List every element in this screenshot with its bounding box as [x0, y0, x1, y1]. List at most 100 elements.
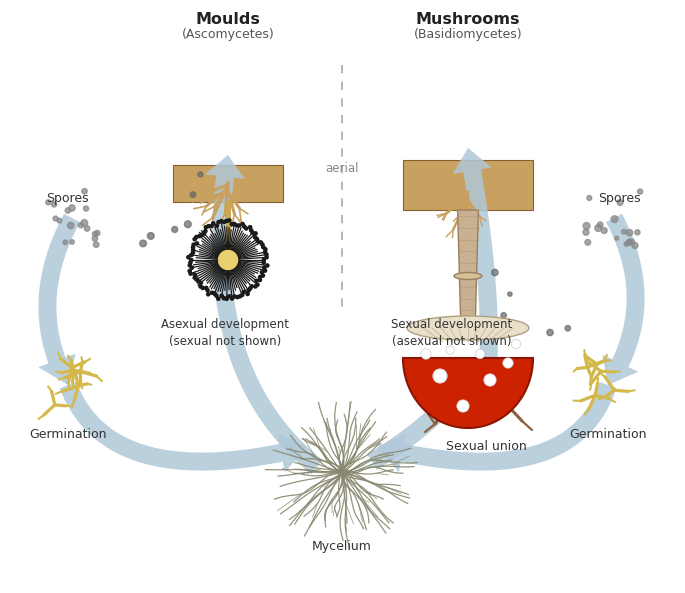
Text: Germination: Germination — [29, 428, 107, 441]
Text: Moulds: Moulds — [195, 12, 260, 27]
Circle shape — [617, 200, 623, 205]
Circle shape — [63, 240, 68, 244]
Circle shape — [191, 251, 195, 254]
Circle shape — [193, 238, 196, 241]
Text: Sexual union: Sexual union — [446, 440, 526, 453]
Circle shape — [614, 236, 619, 240]
Circle shape — [622, 229, 627, 234]
Circle shape — [220, 294, 223, 298]
Circle shape — [84, 206, 88, 211]
Circle shape — [241, 222, 244, 225]
Circle shape — [256, 283, 259, 286]
Circle shape — [433, 369, 447, 383]
Text: Asexual development
(sexual not shown): Asexual development (sexual not shown) — [161, 318, 289, 348]
Circle shape — [240, 294, 244, 296]
Circle shape — [203, 232, 206, 235]
Text: (Ascomycetes): (Ascomycetes) — [182, 28, 275, 41]
Circle shape — [223, 221, 225, 224]
Circle shape — [193, 273, 197, 276]
Circle shape — [251, 231, 254, 234]
Circle shape — [249, 229, 253, 232]
Circle shape — [204, 229, 207, 232]
Circle shape — [213, 292, 216, 295]
Circle shape — [187, 256, 190, 259]
Circle shape — [457, 400, 469, 412]
Circle shape — [198, 234, 201, 238]
Circle shape — [253, 235, 257, 239]
Circle shape — [238, 224, 241, 227]
Circle shape — [511, 339, 521, 349]
Circle shape — [547, 329, 553, 336]
Circle shape — [261, 243, 264, 246]
Circle shape — [264, 248, 267, 251]
Circle shape — [601, 228, 607, 234]
Circle shape — [215, 224, 219, 227]
Circle shape — [190, 192, 196, 197]
Circle shape — [235, 224, 238, 227]
Circle shape — [223, 296, 225, 300]
Circle shape — [230, 222, 234, 226]
Circle shape — [217, 221, 220, 224]
Circle shape — [191, 246, 195, 249]
Polygon shape — [470, 410, 486, 425]
Circle shape — [212, 222, 215, 225]
Circle shape — [262, 261, 265, 264]
Circle shape — [193, 276, 197, 279]
Polygon shape — [453, 148, 498, 415]
Circle shape — [260, 271, 264, 274]
Circle shape — [217, 249, 239, 271]
Text: (Basidiomycetes): (Basidiomycetes) — [414, 28, 522, 41]
Circle shape — [215, 294, 218, 297]
Polygon shape — [60, 382, 307, 472]
Circle shape — [629, 239, 634, 245]
Circle shape — [585, 240, 590, 246]
Circle shape — [583, 229, 589, 235]
Circle shape — [184, 221, 191, 228]
Text: Sexual development
(asexual not shown): Sexual development (asexual not shown) — [391, 318, 512, 348]
Circle shape — [188, 269, 191, 273]
Circle shape — [587, 196, 592, 200]
Circle shape — [249, 225, 251, 229]
Circle shape — [197, 280, 200, 283]
Circle shape — [484, 374, 496, 386]
Circle shape — [265, 256, 268, 259]
Text: Spores: Spores — [46, 192, 88, 205]
Circle shape — [199, 281, 203, 284]
Circle shape — [242, 291, 245, 294]
Circle shape — [207, 293, 210, 296]
Circle shape — [246, 292, 249, 295]
Circle shape — [82, 189, 87, 194]
Polygon shape — [403, 160, 533, 210]
Text: Germination: Germination — [569, 428, 647, 441]
Circle shape — [254, 232, 257, 235]
Circle shape — [258, 278, 262, 282]
Circle shape — [190, 259, 193, 262]
Circle shape — [250, 285, 253, 288]
Circle shape — [84, 226, 90, 231]
Circle shape — [190, 266, 193, 269]
Circle shape — [205, 286, 208, 289]
Circle shape — [260, 241, 262, 244]
Circle shape — [198, 172, 203, 177]
Circle shape — [228, 219, 231, 222]
Circle shape — [70, 240, 74, 244]
Circle shape — [68, 222, 74, 229]
Circle shape — [57, 218, 62, 223]
Circle shape — [262, 246, 265, 248]
Text: Mushrooms: Mushrooms — [416, 12, 520, 27]
Circle shape — [624, 242, 629, 246]
Circle shape — [140, 240, 147, 247]
Circle shape — [233, 222, 236, 225]
Ellipse shape — [407, 316, 529, 340]
Circle shape — [262, 266, 266, 269]
Circle shape — [210, 291, 214, 294]
Circle shape — [195, 278, 199, 281]
Circle shape — [236, 295, 239, 299]
Circle shape — [565, 326, 571, 331]
Circle shape — [262, 259, 265, 262]
Circle shape — [266, 264, 269, 267]
Circle shape — [597, 222, 603, 228]
Polygon shape — [38, 213, 80, 385]
Polygon shape — [206, 155, 323, 474]
Circle shape — [583, 222, 590, 229]
